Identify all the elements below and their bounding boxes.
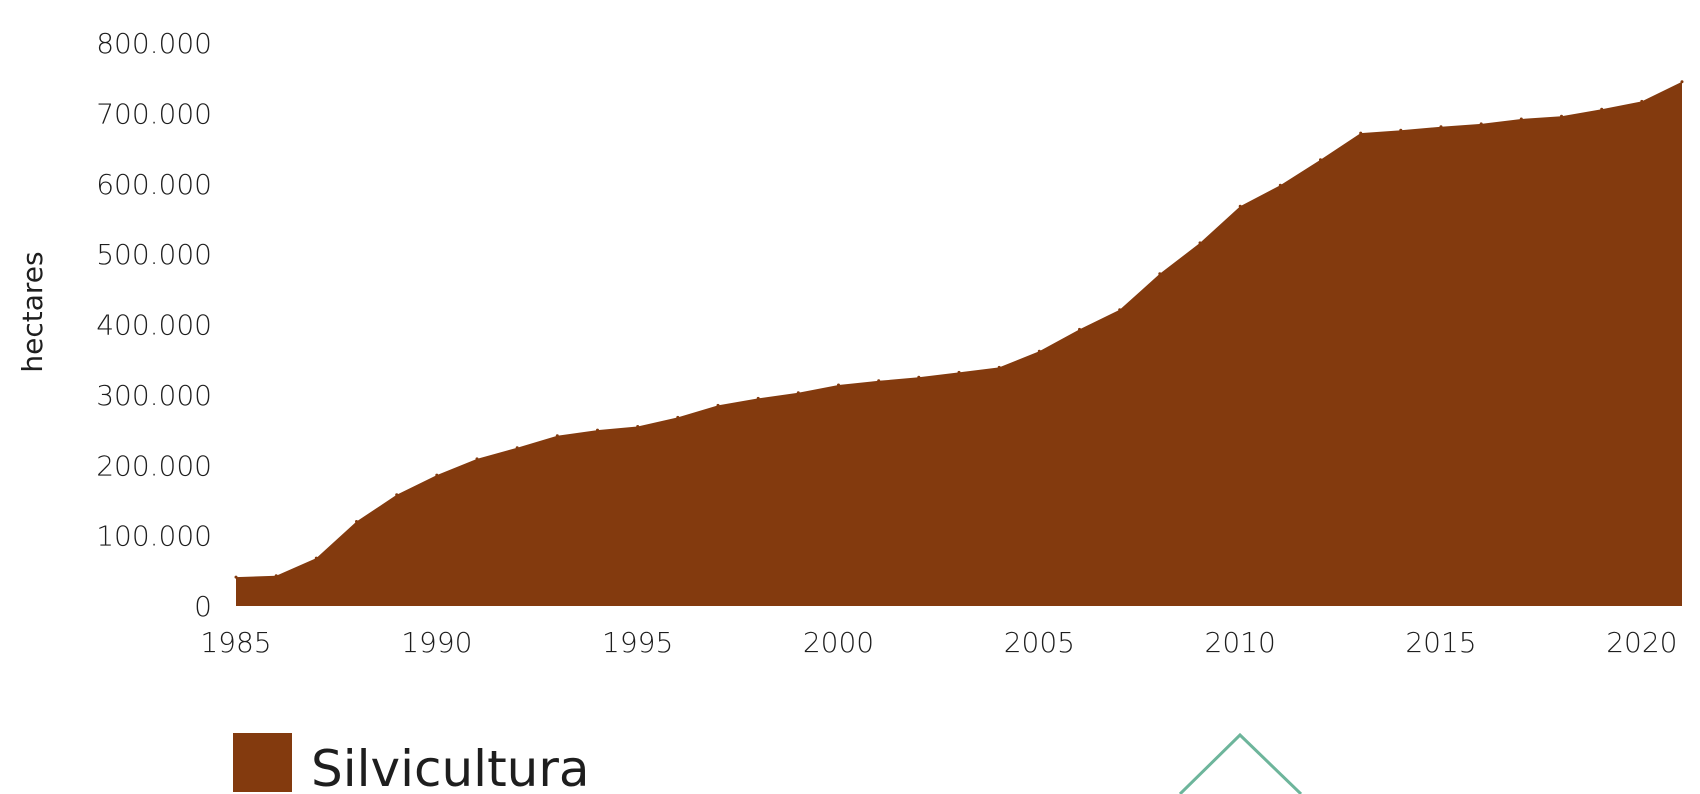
y-axis-ticks: 0 100.000 200.000 300.000 400.000 500.000 600.… xyxy=(96,27,212,623)
data-point xyxy=(596,428,599,432)
data-point xyxy=(716,403,720,407)
series-area-silvicultura xyxy=(236,81,1682,606)
data-point xyxy=(1319,158,1322,162)
y-tick-label: 400.000 xyxy=(96,309,212,342)
data-point xyxy=(756,396,760,400)
data-point xyxy=(1078,327,1081,331)
data-point xyxy=(676,415,680,419)
data-point xyxy=(435,473,439,477)
data-point xyxy=(1560,114,1563,118)
data-point xyxy=(1158,272,1162,276)
data-point xyxy=(1479,122,1483,126)
data-point xyxy=(1238,204,1242,208)
data-point xyxy=(1439,125,1443,129)
data-point xyxy=(1600,107,1604,111)
data-point xyxy=(274,574,278,578)
x-tick-label: 2005 xyxy=(1004,626,1075,659)
y-tick-label: 500.000 xyxy=(96,238,212,271)
data-point xyxy=(555,434,559,438)
data-point xyxy=(997,365,1001,369)
data-point xyxy=(314,556,318,560)
y-tick-label: 700.000 xyxy=(96,97,212,130)
data-point xyxy=(1640,99,1644,103)
y-tick-label: 300.000 xyxy=(96,379,212,412)
x-tick-label: 2020 xyxy=(1606,626,1677,659)
decorative-diamond-outline xyxy=(1178,732,1303,794)
x-tick-label: 1990 xyxy=(401,626,472,659)
data-point xyxy=(355,520,358,523)
legend-label-silvicultura: Silvicultura xyxy=(311,740,590,794)
data-point xyxy=(234,575,238,579)
x-tick-label: 2015 xyxy=(1405,626,1476,659)
y-tick-label: 800.000 xyxy=(96,27,212,60)
legend-swatch-silvicultura xyxy=(233,733,292,792)
data-point xyxy=(1278,183,1282,187)
y-axis-label: hectares xyxy=(16,251,49,372)
data-point xyxy=(796,391,800,395)
y-tick-label: 600.000 xyxy=(96,168,212,201)
data-point xyxy=(1680,80,1684,84)
x-axis-ticks: 1985 1990 1995 2000 2005 2010 2015 2020 xyxy=(200,626,1677,659)
series-group xyxy=(234,80,1684,606)
y-tick-label: 100.000 xyxy=(96,520,212,553)
y-tick-label: 0 xyxy=(194,590,212,623)
data-point xyxy=(1118,308,1122,312)
legend: Silvicultura xyxy=(233,733,590,794)
data-point xyxy=(1037,349,1041,353)
data-point xyxy=(877,379,881,383)
data-point xyxy=(636,425,640,428)
data-point xyxy=(1399,128,1403,132)
data-point xyxy=(957,370,961,374)
data-point xyxy=(837,383,840,387)
x-tick-label: 1995 xyxy=(602,626,673,659)
x-tick-label: 1985 xyxy=(200,626,271,659)
data-point xyxy=(395,493,399,497)
data-point xyxy=(1519,117,1523,121)
data-point xyxy=(475,457,479,461)
x-tick-label: 2000 xyxy=(803,626,874,659)
data-point xyxy=(917,375,921,379)
data-point xyxy=(1359,131,1363,135)
data-point xyxy=(515,446,519,450)
x-tick-label: 2010 xyxy=(1205,626,1276,659)
y-tick-label: 200.000 xyxy=(96,449,212,482)
data-point xyxy=(1198,241,1202,245)
